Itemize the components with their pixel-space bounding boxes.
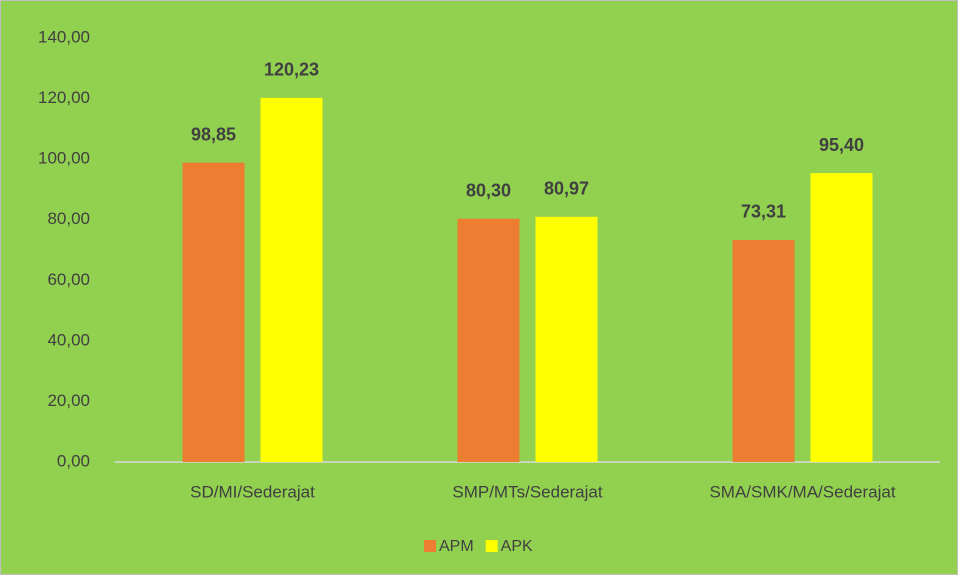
bar	[732, 239, 795, 462]
x-tick-label: SD/MI/Sederajat	[190, 482, 315, 501]
legend-swatch	[424, 540, 436, 552]
y-tick-label: 80,00	[47, 209, 90, 228]
y-tick-label: 40,00	[47, 330, 90, 349]
y-tick-label: 60,00	[47, 270, 90, 289]
bar	[535, 216, 598, 462]
bar	[810, 173, 873, 462]
bar	[260, 97, 323, 463]
value-label: 73,31	[741, 202, 786, 222]
value-label: 80,97	[544, 179, 589, 199]
y-tick-label: 20,00	[47, 391, 90, 410]
y-tick-label: 100,00	[38, 149, 90, 168]
value-label: 80,30	[466, 181, 511, 201]
y-tick-label: 140,00	[38, 27, 90, 46]
legend-label: APK	[501, 538, 533, 555]
bar	[457, 218, 520, 462]
value-label: 98,85	[191, 124, 236, 144]
y-tick-label: 120,00	[38, 88, 90, 107]
legend-swatch	[485, 540, 498, 552]
value-label: 120,23	[264, 60, 319, 80]
bar	[182, 162, 245, 462]
x-tick-label: SMA/SMK/MA/Sederajat	[709, 482, 895, 501]
y-tick-label: 0,00	[57, 451, 90, 470]
value-label: 95,40	[819, 135, 864, 155]
x-tick-label: SMP/MTs/Sederajat	[452, 482, 602, 501]
legend-label: APM	[439, 538, 474, 555]
